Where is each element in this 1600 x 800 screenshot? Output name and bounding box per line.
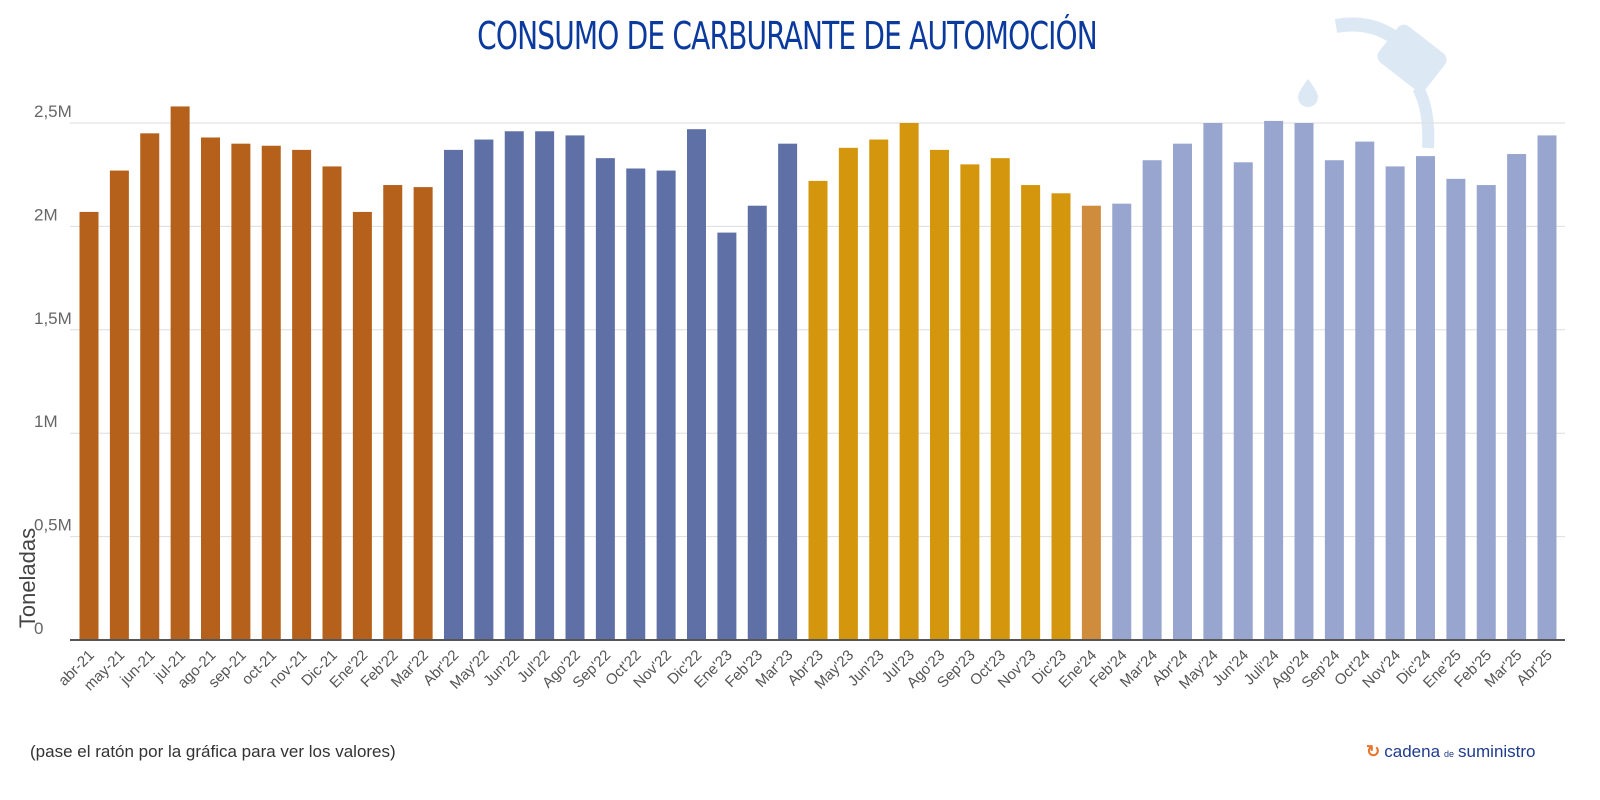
bar-Jul'22[interactable]: [535, 131, 555, 640]
bar-Dic'22[interactable]: [687, 129, 706, 641]
bar-Dic'24[interactable]: [1416, 156, 1435, 640]
y-tick-label: 0: [34, 619, 43, 638]
y-tick-label: 0,5M: [34, 516, 72, 535]
bar-Juli'24[interactable]: [1264, 120, 1284, 640]
y-tick-label: 2,5M: [34, 102, 72, 121]
brand-name-small: de: [1444, 749, 1455, 759]
bar-May'22[interactable]: [474, 139, 494, 640]
brand-name-1: cadena: [1384, 742, 1441, 761]
y-axis-label: Toneladas: [15, 527, 41, 629]
bar-Mar'25[interactable]: [1507, 154, 1527, 640]
x-tick-label: Abr'25: [1513, 647, 1555, 689]
bar-Abr'24[interactable]: [1173, 143, 1192, 640]
bar-Oct'24[interactable]: [1355, 141, 1375, 640]
bar-Nov'24[interactable]: [1385, 166, 1405, 641]
y-tick-label: 2M: [34, 205, 58, 224]
brand-logo[interactable]: ↻ cadena de suministro: [1366, 742, 1536, 762]
x-tick-label: jun-21: [116, 647, 158, 689]
bar-Ago'22[interactable]: [565, 135, 585, 640]
cadena-logo-icon: ↻: [1366, 742, 1381, 761]
bar-Jun'23[interactable]: [869, 139, 889, 640]
bar-Abr'25[interactable]: [1537, 135, 1557, 640]
y-tick-label: 1,5M: [34, 309, 72, 328]
bar-nov-21[interactable]: [292, 149, 312, 640]
bar-Nov'22[interactable]: [656, 170, 676, 640]
bar-may-21[interactable]: [109, 170, 129, 640]
bar-Ene'24[interactable]: [1081, 205, 1101, 640]
bar-Sep'23[interactable]: [960, 164, 980, 641]
fuel-pump-nozzle-icon: [1298, 17, 1447, 149]
bar-Sep'24[interactable]: [1324, 160, 1344, 640]
bar-Abr'22[interactable]: [444, 149, 463, 640]
bar-Dic'23[interactable]: [1051, 193, 1071, 640]
bar-Dic-21[interactable]: [322, 166, 342, 641]
bar-Mar'23[interactable]: [778, 143, 798, 640]
brand-name-2: suministro: [1458, 742, 1536, 761]
bar-Oct'22[interactable]: [626, 168, 646, 640]
bar-May'23[interactable]: [838, 147, 858, 641]
bar-Jun'22[interactable]: [504, 131, 524, 640]
bar-Ago'23[interactable]: [930, 149, 949, 640]
chart-title: CONSUMO DE CARBURANTE DE AUTOMOCIÓN: [477, 14, 1098, 58]
bar-sep-21[interactable]: [231, 143, 251, 640]
footnote: (pase el ratón por la gráfica para ver l…: [30, 742, 396, 761]
bar-ago-21[interactable]: [201, 137, 220, 640]
bar-Abr'23[interactable]: [808, 180, 828, 641]
bar-Mar'22[interactable]: [413, 187, 433, 640]
bar-Feb'24[interactable]: [1112, 203, 1132, 641]
bar-Sep'22[interactable]: [595, 158, 615, 640]
bar-Nov'23[interactable]: [1021, 185, 1041, 641]
bar-Oct'23[interactable]: [990, 158, 1010, 640]
y-tick-label: 1M: [34, 412, 58, 431]
bar-oct-21[interactable]: [261, 145, 281, 641]
bar-Feb'23[interactable]: [747, 205, 767, 640]
bar-Feb'25[interactable]: [1476, 185, 1496, 641]
bar-Ene'25[interactable]: [1446, 178, 1466, 640]
bar-May'24[interactable]: [1203, 123, 1223, 640]
bar-jun-21[interactable]: [140, 133, 160, 640]
bar-Jun'24[interactable]: [1233, 162, 1253, 641]
bar-Ene'22[interactable]: [352, 211, 372, 640]
bar-Feb'22[interactable]: [383, 185, 403, 641]
bar-Ago'24[interactable]: [1294, 123, 1314, 640]
bar-Jul'23[interactable]: [899, 123, 919, 640]
bar-Ene'23[interactable]: [717, 232, 737, 640]
bar-jul-21[interactable]: [170, 106, 190, 641]
bar-Mar'24[interactable]: [1142, 160, 1162, 640]
bar-abr-21[interactable]: [79, 211, 99, 640]
